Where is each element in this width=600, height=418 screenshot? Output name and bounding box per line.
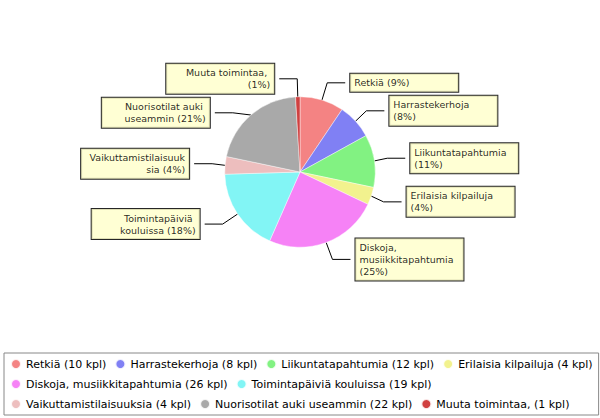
svg-text:kouluissa (18%): kouluissa (18%)	[120, 225, 196, 236]
svg-text:Liikuntatapahtumia: Liikuntatapahtumia	[414, 147, 509, 158]
svg-text:Erilaisia kilpailuja (4 kpl): Erilaisia kilpailuja (4 kpl)	[458, 358, 592, 371]
svg-text:Liikuntatapahtumia (12 kpl): Liikuntatapahtumia (12 kpl)	[281, 358, 434, 371]
svg-text:Toimintapäiviä kouluissa (19 k: Toimintapäiviä kouluissa (19 kpl)	[251, 378, 432, 391]
svg-text:(25%): (25%)	[359, 266, 388, 277]
svg-text:Diskoja, musiikkitapahtumia (2: Diskoja, musiikkitapahtumia (26 kpl)	[26, 378, 228, 391]
svg-text:Erilaisia kilpailuja: Erilaisia kilpailuja	[411, 190, 497, 201]
svg-text:Harrastekerhoja: Harrastekerhoja	[393, 99, 472, 110]
svg-text:Muuta toimintaa,: Muuta toimintaa,	[186, 67, 270, 78]
svg-text:(11%): (11%)	[414, 159, 443, 170]
svg-text:sia (4%): sia (4%)	[146, 164, 185, 175]
svg-text:(8%): (8%)	[393, 111, 415, 122]
svg-text:Retkiä (10 kpl): Retkiä (10 kpl)	[26, 358, 106, 371]
svg-text:useammin (21%): useammin (21%)	[124, 113, 205, 124]
svg-text:Vaikuttamistilaisuuk: Vaikuttamistilaisuuk	[90, 152, 186, 163]
svg-text:musiikkitapahtumia: musiikkitapahtumia	[359, 254, 456, 265]
svg-text:Nuorisotilat auki useammin (22: Nuorisotilat auki useammin (22 kpl)	[215, 398, 412, 411]
svg-text:Muuta toimintaa, (1 kpl): Muuta toimintaa, (1 kpl)	[436, 398, 569, 411]
svg-text:(1%): (1%)	[248, 79, 270, 90]
svg-text:Vaikuttamistilaisuuksia (4 kpl: Vaikuttamistilaisuuksia (4 kpl)	[26, 398, 191, 411]
svg-text:Harrastekerhoja (8 kpl): Harrastekerhoja (8 kpl)	[130, 358, 257, 371]
svg-text:Nuorisotilat auki: Nuorisotilat auki	[125, 101, 206, 112]
svg-text:Toimintapäiviä: Toimintapäiviä	[123, 213, 196, 224]
svg-text:(4%): (4%)	[411, 202, 433, 213]
svg-text:Retkiä (9%): Retkiä (9%)	[354, 77, 409, 88]
svg-text:Diskoja,: Diskoja,	[359, 242, 399, 253]
